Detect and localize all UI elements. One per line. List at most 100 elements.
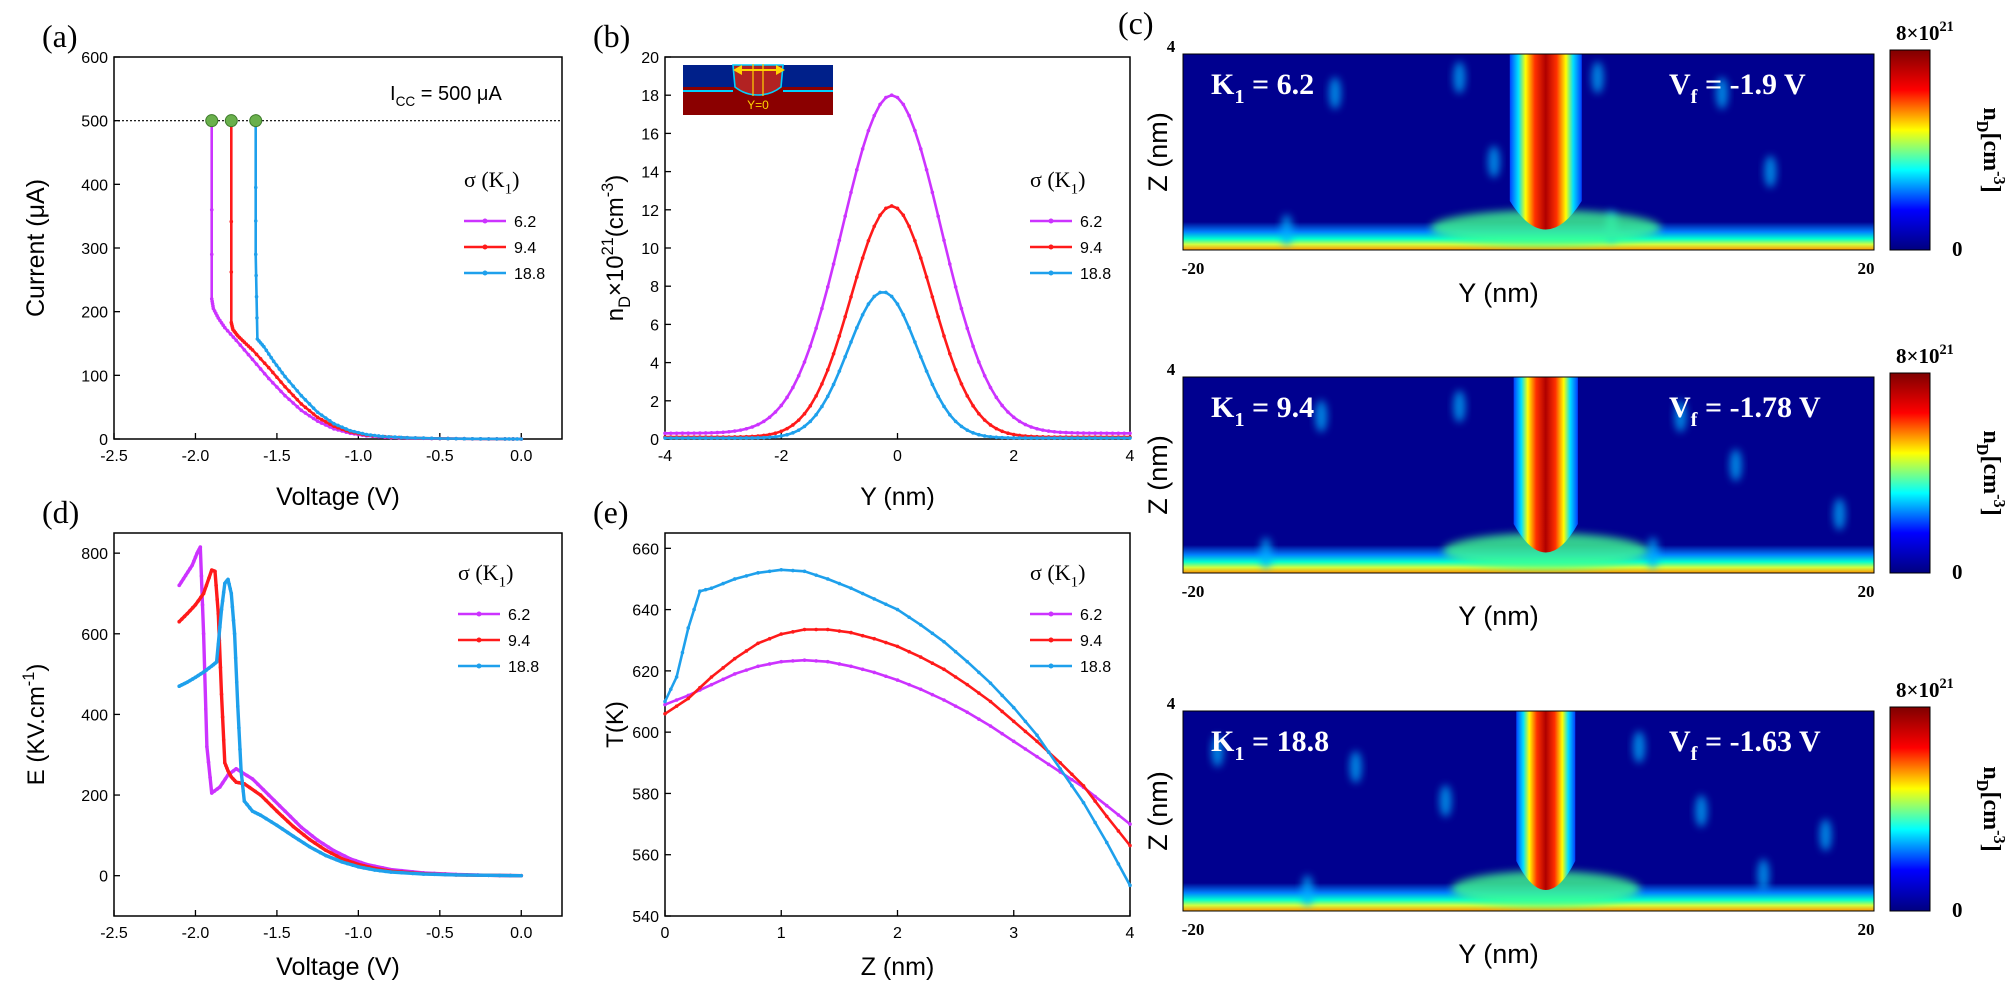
series-marker: [965, 428, 970, 432]
legend-label: 9.4: [508, 633, 530, 650]
series-marker: [1070, 772, 1074, 777]
series-marker: [234, 338, 238, 343]
x-tick-label: 0: [661, 925, 670, 942]
series-marker: [413, 436, 418, 440]
series-marker: [446, 436, 450, 441]
series-line-6.2: [665, 93, 1130, 435]
series-marker: [185, 611, 190, 616]
series-marker: [669, 431, 673, 436]
label-part: = 500 μA: [415, 83, 502, 105]
series-marker: [193, 602, 198, 607]
series-marker: [225, 328, 230, 333]
series-marker: [860, 667, 865, 672]
series-marker: [762, 435, 766, 440]
series-marker: [814, 573, 818, 577]
series-marker: [953, 285, 958, 289]
series-marker: [283, 384, 287, 389]
label-part: V: [1669, 68, 1691, 101]
series-marker: [756, 436, 760, 440]
label-part: n: [1978, 107, 2004, 120]
series-marker: [253, 252, 258, 257]
series-marker: [515, 437, 519, 441]
series-marker: [907, 615, 911, 620]
x-axis-label: Y (nm): [1458, 601, 1539, 631]
series-marker: [855, 325, 859, 330]
series-marker: [808, 404, 813, 408]
series-marker: [250, 809, 255, 813]
series-marker: [275, 809, 279, 813]
series-marker: [744, 668, 749, 672]
label-part: 1: [1234, 409, 1244, 431]
series-marker: [207, 576, 211, 580]
series-marker: [470, 437, 475, 441]
series-marker: [1116, 431, 1121, 436]
inset-label: Y=0: [747, 98, 769, 112]
series-marker: [866, 302, 871, 306]
series-marker: [907, 649, 911, 654]
y-tick-label: 200: [81, 788, 108, 805]
series-marker: [1104, 814, 1109, 819]
series-marker: [200, 603, 205, 607]
series-marker: [283, 809, 287, 813]
series-marker: [332, 421, 336, 426]
defect-spot: [1674, 400, 1687, 433]
series-marker: [1035, 733, 1039, 738]
series-marker: [280, 814, 285, 819]
series-marker: [294, 820, 298, 824]
series-marker: [721, 677, 725, 682]
series-marker: [221, 590, 226, 594]
panel-label: (c): [1118, 5, 1154, 41]
series-marker: [884, 95, 888, 100]
series-marker: [709, 586, 714, 590]
series-marker: [188, 608, 192, 613]
series-marker: [193, 555, 198, 559]
colorbar: [1889, 706, 1931, 912]
series-marker: [372, 868, 377, 872]
series-marker: [977, 691, 981, 695]
colorbar-min-label: 0: [1952, 898, 1963, 922]
series-marker: [756, 641, 760, 646]
label-part: 1: [1071, 575, 1078, 591]
series-marker: [698, 436, 702, 440]
series-marker: [1011, 719, 1016, 724]
heatmap-field: [1183, 377, 1874, 573]
series-marker: [226, 577, 230, 582]
series-marker: [1093, 794, 1097, 799]
defect-spot: [1439, 785, 1452, 817]
series-marker: [307, 837, 312, 842]
y-tick-label: 580: [632, 786, 659, 803]
series-marker: [942, 334, 946, 338]
y-tick-label: 4: [1167, 694, 1176, 713]
series-marker: [215, 597, 219, 602]
series-marker: [378, 868, 382, 873]
defect-spot: [1591, 61, 1604, 94]
series-marker: [779, 434, 784, 438]
legend-marker: [1048, 244, 1054, 250]
x-tick-label: -2: [774, 448, 788, 465]
series-marker: [277, 804, 282, 808]
series-marker: [907, 224, 911, 229]
series-marker: [825, 394, 830, 399]
legend-marker: [1048, 218, 1054, 224]
series-marker: [843, 354, 847, 359]
series-marker: [253, 789, 257, 794]
series-marker: [907, 325, 911, 330]
series-marker: [295, 397, 300, 402]
series-marker: [872, 224, 877, 229]
label-part: D: [616, 296, 634, 308]
inset-arrowhead: [776, 65, 785, 75]
series-marker: [907, 113, 911, 118]
series-marker: [837, 581, 842, 586]
series-marker: [269, 355, 274, 360]
label-part: -3: [1990, 494, 2008, 508]
series-marker: [930, 382, 935, 387]
x-tick-label: -0.5: [426, 925, 454, 942]
series-marker: [234, 767, 238, 771]
y-tick-label: 660: [632, 541, 659, 558]
series-marker: [486, 437, 491, 441]
label-part: D: [1973, 780, 1992, 792]
x-tick-label: 0.0: [510, 448, 532, 465]
y-axis-label: T(K): [602, 701, 629, 748]
series-marker: [663, 436, 667, 440]
series-marker: [831, 382, 836, 387]
